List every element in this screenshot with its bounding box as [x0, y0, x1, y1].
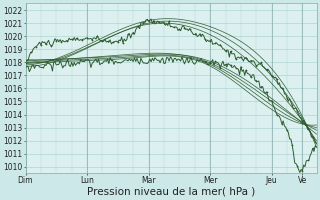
X-axis label: Pression niveau de la mer( hPa ): Pression niveau de la mer( hPa ): [87, 187, 255, 197]
